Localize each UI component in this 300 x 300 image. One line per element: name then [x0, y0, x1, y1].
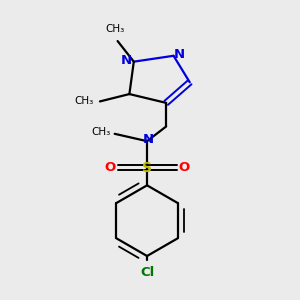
Text: S: S	[142, 161, 152, 175]
Text: N: N	[174, 48, 185, 61]
Text: Cl: Cl	[140, 266, 154, 279]
Text: O: O	[178, 161, 190, 174]
Text: CH₃: CH₃	[91, 127, 110, 137]
Text: CH₃: CH₃	[105, 24, 124, 34]
Text: N: N	[143, 133, 154, 146]
Text: N: N	[121, 54, 132, 67]
Text: O: O	[105, 161, 116, 174]
Text: CH₃: CH₃	[75, 96, 94, 106]
